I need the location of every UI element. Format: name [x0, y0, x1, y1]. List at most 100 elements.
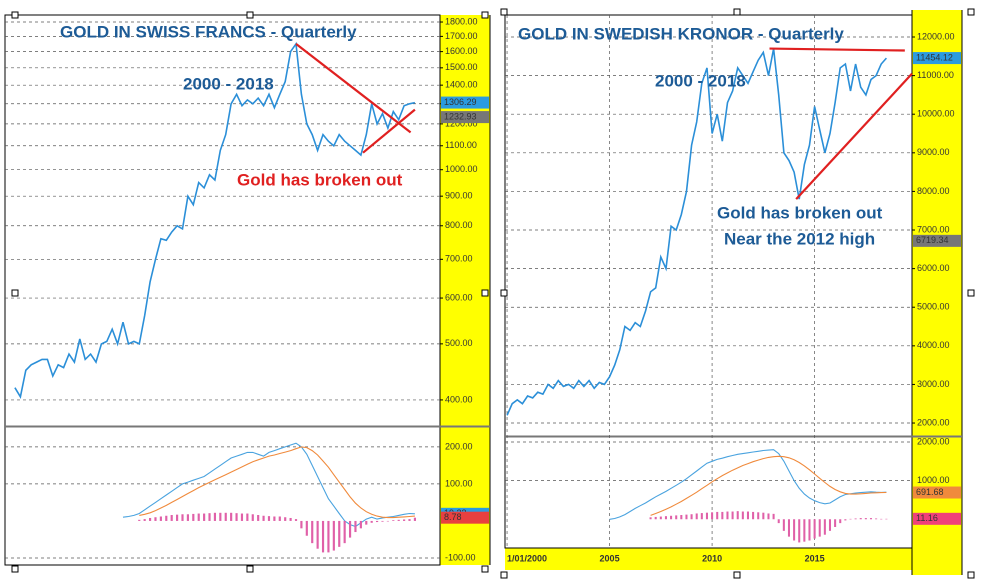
annotation: Gold has broken out [717, 203, 883, 222]
histogram-bar [731, 511, 734, 520]
histogram-bar [803, 519, 806, 542]
handle [733, 8, 741, 16]
handle [11, 565, 19, 573]
price-label: 1232.93 [444, 111, 477, 121]
price-label: 11.16 [916, 513, 938, 523]
histogram-bar [294, 519, 298, 521]
x-tick-label: 2005 [600, 553, 620, 563]
y-tick-label: 1500.00 [445, 62, 478, 72]
y-tick-label: 5000.00 [917, 302, 950, 312]
handle [246, 11, 254, 19]
chart-subtitle: 2000 - 2018 [183, 74, 274, 93]
histogram-bar [332, 520, 335, 551]
macd-line [650, 455, 887, 516]
histogram-bar [726, 511, 729, 520]
histogram-bar [741, 511, 744, 520]
histogram-bar [370, 520, 373, 523]
y-tick-label: 1800.00 [445, 16, 478, 26]
y-tick-label: 1400.00 [445, 80, 478, 90]
annotation: Near the 2012 high [724, 229, 875, 248]
y-tick-label: 900.00 [445, 191, 473, 201]
macd-line [122, 442, 415, 528]
histogram-bar [170, 515, 173, 521]
histogram-bar [413, 517, 417, 521]
histogram-bar [192, 513, 195, 521]
y-tick-label: 3000.00 [917, 379, 950, 389]
price-label-box [441, 111, 489, 124]
y-tick-label: 1200.00 [445, 118, 478, 128]
y-tick-label: 1600.00 [445, 46, 478, 56]
histogram-bar [675, 515, 678, 520]
histogram-bar [880, 518, 883, 520]
histogram-bar [343, 520, 346, 544]
histogram-bar [664, 516, 667, 520]
y-tick-label: 8000.00 [917, 186, 950, 196]
histogram-bar [138, 519, 141, 521]
y-tick-label: 500.00 [445, 338, 473, 348]
y-tick-label: 100.00 [445, 478, 473, 488]
histogram-bar [875, 518, 878, 520]
histogram-bar [348, 520, 352, 538]
histogram-bar [165, 515, 168, 521]
selection-handles [11, 8, 975, 579]
price-label-box [913, 52, 961, 65]
handle [967, 289, 975, 297]
handle [500, 289, 508, 297]
histogram-bar [273, 516, 276, 521]
histogram-bar [186, 514, 189, 521]
trendline [795, 72, 913, 200]
histogram-bar [680, 515, 683, 520]
histogram-bar [397, 519, 400, 521]
histogram-bar [869, 518, 873, 520]
histogram-bar [757, 512, 760, 520]
histogram-bar [834, 519, 837, 527]
histogram-bar [721, 511, 724, 520]
handle [246, 565, 254, 573]
histogram-bar [670, 515, 673, 520]
x-tick-label: 1/01/2000 [507, 553, 547, 563]
histogram-bar [159, 516, 162, 521]
histogram-bar [376, 520, 379, 523]
y-tick-label: 6000.00 [917, 263, 950, 273]
handle [500, 571, 508, 579]
histogram-bar [823, 519, 826, 535]
histogram-bar [787, 519, 791, 537]
histogram-bar [403, 519, 406, 521]
price-label: 8.78 [444, 512, 462, 522]
annotation: Gold has broken out [237, 170, 403, 189]
trendline [295, 43, 412, 134]
axis-strip [912, 10, 962, 575]
y-tick-label: 1100.00 [445, 140, 477, 150]
histogram-bar [859, 518, 862, 520]
histogram-bar [251, 514, 254, 521]
histogram-bar [300, 520, 303, 529]
histogram-bar [181, 514, 184, 521]
histogram-bar [700, 513, 703, 520]
y-tick-label: 600.00 [445, 292, 473, 302]
price-line [14, 41, 416, 399]
trendline [769, 47, 905, 52]
histogram-bar [230, 512, 233, 521]
histogram-bar [386, 520, 389, 522]
chart-title: GOLD IN SWISS FRANCS - Quarterly [60, 22, 357, 41]
y-tick-label: 10000.00 [917, 109, 955, 119]
trendline [362, 108, 416, 154]
histogram-bar [240, 513, 244, 521]
histogram-bar [381, 520, 384, 522]
histogram-bar [854, 518, 857, 520]
histogram-bar [659, 516, 662, 520]
y-tick-label: 1700.00 [445, 31, 478, 41]
histogram-bar [408, 519, 411, 521]
histogram-bar [224, 512, 227, 521]
histogram-bar [844, 519, 847, 521]
price-label: 11454.12 [916, 52, 953, 62]
y-tick-label: 1000.00 [917, 475, 950, 485]
histogram-bar [267, 516, 271, 521]
handle [967, 571, 975, 579]
price-label: 691.68 [916, 487, 944, 497]
handle [733, 571, 741, 579]
handle [481, 11, 489, 19]
histogram-bar [262, 515, 265, 521]
histogram-bar [208, 513, 211, 521]
histogram-bar [197, 513, 200, 521]
